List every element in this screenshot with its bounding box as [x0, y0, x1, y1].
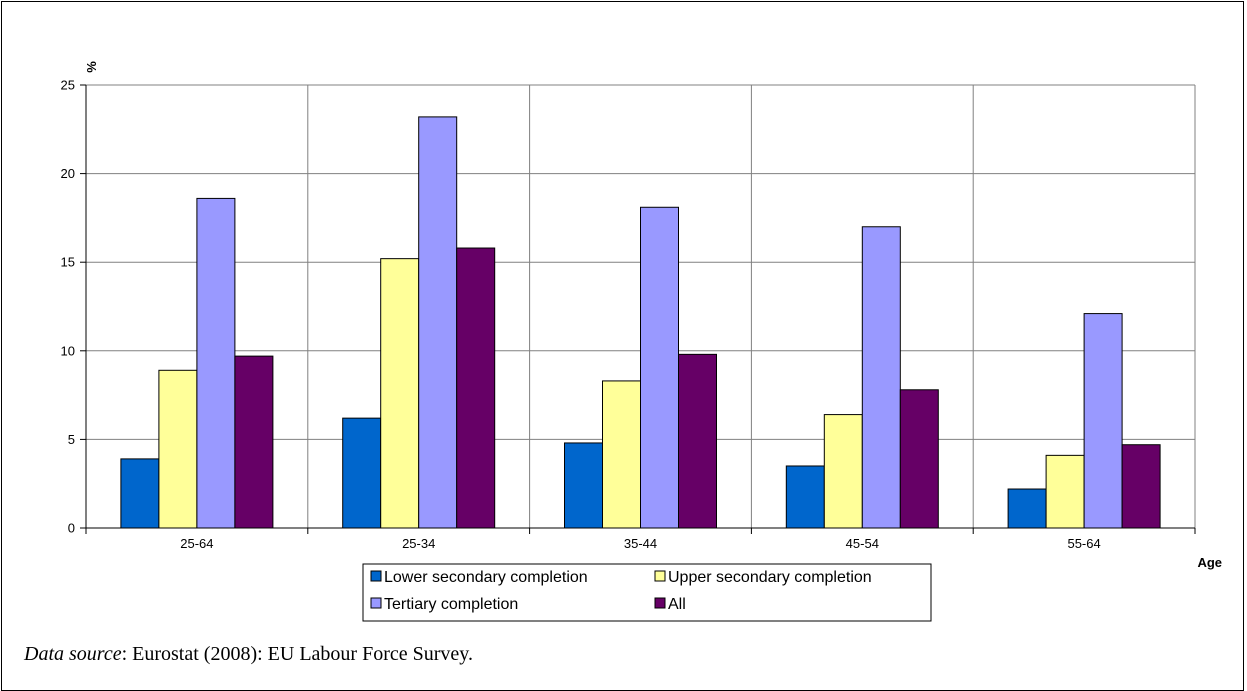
axes: 0 5 10 15 20 25 25-64 25-34 35-44 45-54 55-64 [61, 78, 1196, 551]
bar [1083, 313, 1123, 529]
legend-label: All [668, 596, 686, 613]
bar [602, 380, 641, 529]
gridlines [86, 84, 1196, 528]
bar [120, 458, 160, 529]
legend-swatch [654, 570, 666, 582]
bar [456, 247, 496, 529]
legend-swatch [654, 597, 666, 609]
bar [158, 369, 198, 529]
bar-chart: 0 5 10 15 20 25 25-64 25-34 35-44 45-54 55-64 % Ag… [61, 61, 1222, 622]
bar [1007, 488, 1047, 529]
legend: Lower secondary completion Upper secondar… [362, 563, 932, 622]
source-label: Data source [24, 643, 122, 665]
x-tick-label: 25-34 [402, 536, 435, 551]
bar [861, 226, 901, 529]
bars [120, 116, 1161, 529]
legend-box [362, 563, 932, 622]
x-tick-label: 55-64 [1067, 536, 1100, 551]
bar [342, 417, 382, 529]
y-tick-label: 0 [68, 521, 75, 536]
y-tick-label: 5 [68, 432, 75, 447]
bar [196, 197, 236, 529]
y-tick-label: 20 [61, 166, 75, 181]
source-note: Data source: Eurostat (2008): EU Labour … [24, 643, 473, 666]
legend-swatch [370, 597, 382, 609]
legend-label: Tertiary completion [384, 596, 518, 613]
legend-swatch [370, 570, 382, 582]
bar [823, 414, 863, 529]
y-tick-label: 25 [61, 78, 75, 93]
x-tick-label: 25-64 [180, 536, 213, 551]
x-tick-label: 45-54 [846, 536, 879, 551]
bar [1121, 444, 1161, 529]
x-tick-label: 35-44 [624, 536, 657, 551]
bar [899, 389, 939, 529]
bar [380, 258, 420, 529]
legend-label: Upper secondary completion [668, 569, 872, 586]
bar [234, 355, 274, 529]
y-tick-label: 10 [61, 343, 75, 358]
y-axis-label: % [84, 61, 99, 73]
bar [418, 116, 458, 529]
legend-label: Lower secondary completion [384, 569, 588, 586]
source-text: : Eurostat (2008): EU Labour Force Surve… [121, 643, 473, 665]
bar [640, 206, 679, 529]
x-axis-label: Age [1197, 555, 1222, 570]
bar [785, 465, 825, 529]
bar [564, 442, 603, 529]
y-tick-label: 15 [61, 255, 75, 270]
bar [678, 353, 717, 529]
bar [1045, 454, 1085, 529]
